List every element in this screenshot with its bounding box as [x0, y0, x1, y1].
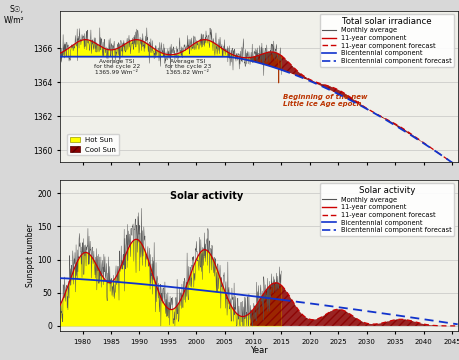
Y-axis label: S☉,
W/m²: S☉, W/m²: [3, 5, 24, 24]
Text: Solar activity: Solar activity: [170, 191, 243, 201]
Legend: Monthly average, 11-year component, 11-year component forecast, Bicentennial com: Monthly average, 11-year component, 11-y…: [319, 183, 453, 236]
Text: Average TSI
for the cycle 23
1365.82 Wm⁻²: Average TSI for the cycle 23 1365.82 Wm⁻…: [164, 59, 210, 75]
Text: Beginning of the new
Little Ice Age epoch: Beginning of the new Little Ice Age epoc…: [282, 94, 366, 107]
Legend: Monthly average, 11-year component, 11-year component forecast, Bicentennial com: Monthly average, 11-year component, 11-y…: [319, 14, 453, 67]
Text: Average TSI
for the cycle 22
1365.99 Wm⁻²: Average TSI for the cycle 22 1365.99 Wm⁻…: [93, 59, 140, 75]
Y-axis label: Sunspot number: Sunspot number: [26, 224, 35, 287]
X-axis label: Year: Year: [249, 346, 267, 355]
